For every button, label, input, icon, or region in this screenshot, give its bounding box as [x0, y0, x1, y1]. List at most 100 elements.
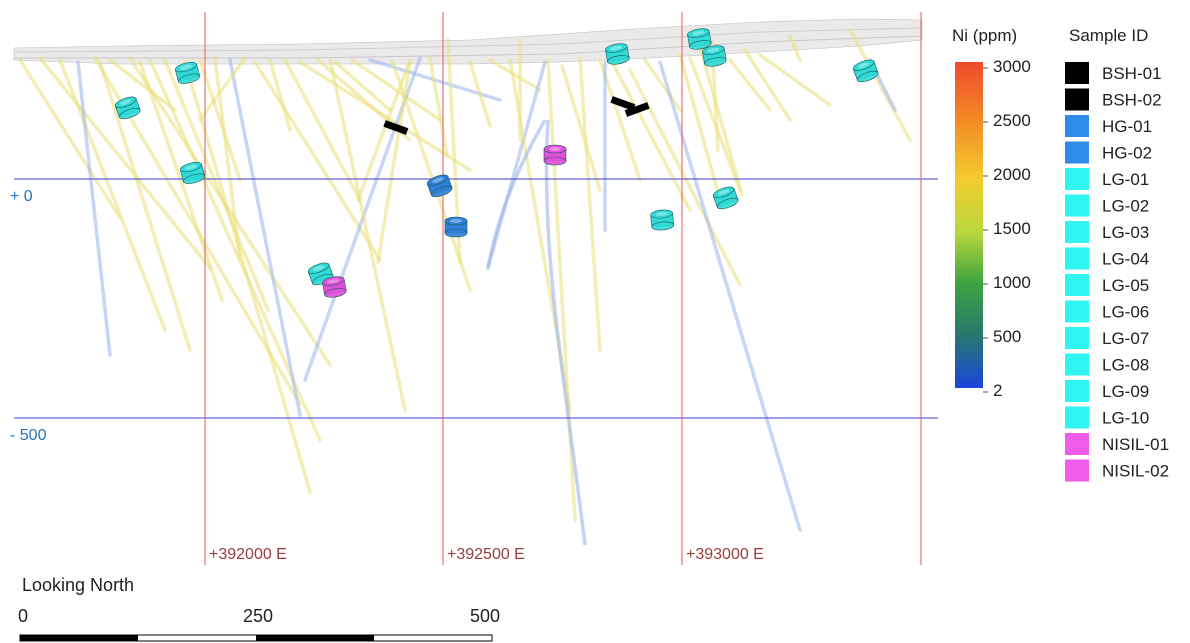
ni-colorbar: Ni (ppm) 3000 2500 2000 1500 1000 500 2 — [952, 26, 1031, 400]
sample-cylinder-lg — [179, 162, 206, 184]
legend-swatch — [1065, 274, 1089, 296]
drill-trace — [108, 58, 177, 112]
scale-bar-segment-3 — [256, 635, 374, 641]
scale-tick-500: 500 — [470, 606, 500, 626]
sample-cylinder-lg — [174, 62, 201, 84]
grid — [14, 12, 938, 565]
drill-trace — [253, 60, 382, 262]
legend-swatch — [1065, 380, 1089, 402]
colorbar-tick-label: 2500 — [993, 111, 1031, 130]
drill-trace — [350, 58, 442, 122]
drill-trace — [198, 56, 247, 122]
legend-swatch — [1065, 406, 1089, 429]
easting-label-392000: +392000 E — [209, 546, 287, 563]
easting-label-393000: +393000 E — [686, 546, 764, 563]
legend-label: LG-01 — [1102, 170, 1149, 189]
sample-cylinders — [114, 28, 879, 298]
sample-cylinder-lg — [605, 43, 630, 65]
drill-trace — [743, 48, 792, 122]
legend-label: HG-01 — [1102, 117, 1152, 136]
legend-swatch — [1065, 300, 1089, 323]
legend-swatch — [1065, 221, 1089, 243]
legend-swatch — [1065, 433, 1089, 455]
drill-trace — [328, 58, 407, 412]
drill-trace — [333, 60, 392, 112]
drill-trace — [578, 56, 602, 352]
legend-label: LG-07 — [1102, 329, 1149, 348]
legend-swatch — [1065, 247, 1089, 270]
legend-label: LG-02 — [1102, 197, 1149, 216]
legend-label: HG-02 — [1102, 144, 1152, 163]
legend-label: LG-08 — [1102, 356, 1149, 375]
legend-swatch — [1065, 194, 1089, 217]
sample-cylinder-bsh — [610, 96, 636, 111]
drill-trace — [728, 58, 772, 112]
colorbar-gradient — [955, 62, 983, 388]
scale-tick-250: 250 — [243, 606, 273, 626]
sample-cylinder-hg — [444, 216, 468, 238]
elevation-label-minus-500: - 500 — [10, 427, 47, 444]
legend-swatch — [1065, 459, 1089, 482]
sample-cylinder-lg — [852, 59, 879, 83]
drill-trace — [268, 58, 292, 132]
legend-swatch — [1065, 353, 1089, 376]
colorbar-title: Ni (ppm) — [952, 26, 1017, 45]
sample-cylinder-lg — [702, 45, 727, 67]
sample-cylinder-bsh — [624, 102, 650, 117]
drill-trace — [198, 58, 242, 182]
drill-trace — [788, 34, 802, 62]
legend-swatch — [1065, 115, 1089, 137]
sample-cylinder-hg — [426, 174, 453, 198]
drill-trace — [643, 58, 682, 112]
legend-label: NISIL-02 — [1102, 462, 1169, 481]
easting-label-392500: +392500 E — [447, 546, 525, 563]
colorbar-tick-label: 1000 — [993, 273, 1031, 292]
drill-trace — [18, 58, 122, 220]
sample-cylinder-lg — [650, 209, 674, 231]
drill-trace — [758, 53, 832, 107]
legend-label: LG-05 — [1102, 276, 1149, 295]
sample-cylinder-lg — [687, 28, 712, 50]
topography-surface — [13, 18, 923, 65]
drill-trace — [488, 58, 542, 92]
drill-trace — [183, 60, 312, 494]
scale-tick-0: 0 — [18, 606, 28, 626]
drill-trace — [468, 60, 492, 128]
legend-label: LG-06 — [1102, 303, 1149, 322]
legend-title: Sample ID — [1069, 26, 1148, 45]
drill-trace — [98, 60, 192, 352]
drill-trace — [283, 58, 362, 202]
drill-trace — [356, 58, 412, 202]
legend-label: LG-09 — [1102, 382, 1149, 401]
drill-trace — [228, 58, 302, 417]
drill-trace — [428, 56, 449, 157]
drill-trace — [486, 119, 547, 269]
colorbar-tick-label: 2 — [993, 381, 1002, 400]
legend-label: NISIL-01 — [1102, 435, 1169, 454]
colorbar-tick-label: 1500 — [993, 219, 1031, 238]
drill-trace — [688, 56, 742, 192]
elevation-label-0: + 0 — [10, 188, 33, 205]
drill-trace — [658, 60, 802, 532]
drill-trace — [848, 28, 912, 142]
drill-trace — [58, 58, 167, 332]
drill-trace — [38, 56, 212, 270]
sample-cylinder-nisil — [322, 276, 347, 298]
sample-cylinder-lg — [712, 186, 739, 210]
drill-trace — [678, 53, 722, 202]
sample-cylinder-lg — [114, 96, 141, 120]
sample-cylinder-bsh — [383, 120, 409, 135]
colorbar-tick-label: 500 — [993, 327, 1021, 346]
scale-bar-segment-1 — [20, 635, 138, 641]
sample-legend: Sample ID BSH-01 BSH-02 HG-01 HG-02 LG-01 LG-… — [1065, 26, 1169, 482]
legend-label: LG-03 — [1102, 223, 1149, 242]
legend-swatch — [1065, 62, 1089, 84]
drill-trace — [376, 60, 412, 264]
drill-trace — [163, 58, 270, 312]
colorbar-tick-label: 2000 — [993, 165, 1031, 184]
sample-cylinder-nisil — [543, 144, 567, 166]
legend-swatch — [1065, 88, 1089, 111]
legend-swatch — [1065, 168, 1089, 190]
legend-swatch — [1065, 327, 1089, 349]
